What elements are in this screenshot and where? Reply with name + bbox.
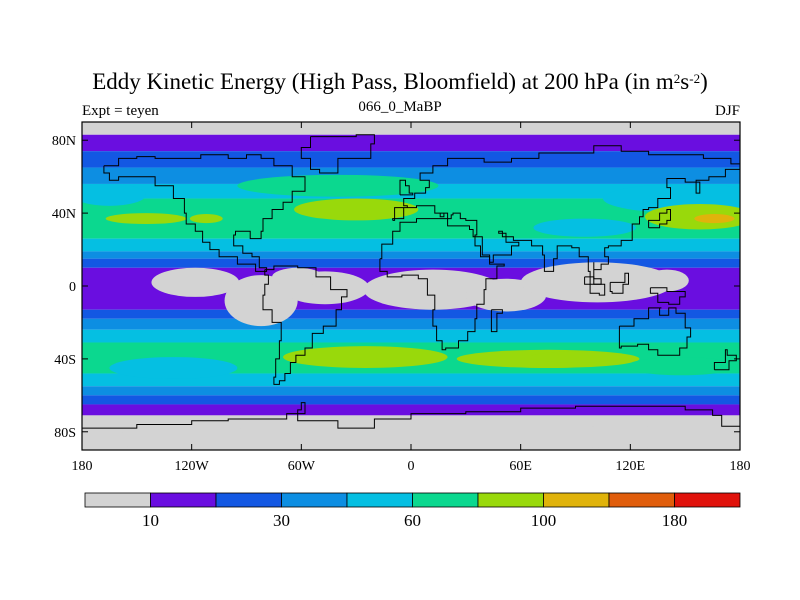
x-tick-label: 120E xyxy=(616,459,646,474)
colorbar-swatch xyxy=(281,492,348,508)
field-contour-region xyxy=(105,213,187,225)
coastline xyxy=(618,307,692,356)
colorbar: 10 30 60 100 180 xyxy=(84,492,741,530)
chart-title: Eddy Kinetic Energy (High Pass, Bloomfie… xyxy=(92,69,708,94)
field-contour-region xyxy=(283,346,448,369)
coastline xyxy=(584,276,606,296)
coastline xyxy=(609,272,629,294)
season-label: DJF xyxy=(714,103,740,119)
x-tick-label: 180 xyxy=(730,459,751,474)
field-band xyxy=(82,329,740,343)
field-band xyxy=(82,386,740,396)
map-field xyxy=(82,122,740,450)
field-contour-region xyxy=(109,357,238,379)
field-contour-region xyxy=(644,204,740,230)
x-tick-label: 120W xyxy=(175,459,210,474)
coastline xyxy=(649,287,686,305)
field-band xyxy=(82,258,740,268)
coastline xyxy=(379,218,505,351)
field-band xyxy=(82,151,740,168)
coastline xyxy=(82,402,740,429)
colorbar-swatch xyxy=(346,492,413,508)
coastline xyxy=(648,209,671,229)
y-tick-label: 0 xyxy=(69,280,76,295)
field-band xyxy=(82,309,740,319)
field-band xyxy=(82,134,740,152)
field-contour-region xyxy=(100,428,320,450)
colorbar-swatch xyxy=(412,492,479,508)
field-contour-region xyxy=(294,198,419,221)
continent-outlines xyxy=(82,134,740,429)
field-contour-region xyxy=(237,174,439,197)
field-contour-region xyxy=(626,357,737,376)
field-contour-region xyxy=(694,214,735,224)
colorbar-swatch xyxy=(215,492,282,508)
field-band xyxy=(82,122,740,135)
y-tick-label: 80S xyxy=(54,426,76,441)
field-contour-region xyxy=(533,218,636,237)
colorbar-label: 30 xyxy=(273,511,290,530)
field-contour-region xyxy=(529,351,622,363)
field-band xyxy=(82,373,740,387)
colorbar-swatch xyxy=(608,492,675,508)
y-tick-label: 40S xyxy=(54,353,76,368)
field-contour-region xyxy=(224,275,298,327)
field-band xyxy=(82,167,740,184)
coastline xyxy=(103,154,306,272)
x-tick-label: 180 xyxy=(72,459,93,474)
coastline xyxy=(392,145,740,285)
colorbar-swatch xyxy=(477,492,544,508)
colorbar-label: 60 xyxy=(404,511,421,530)
field-contour-region xyxy=(272,267,324,286)
axis-ticks: 180 120W 60W 0 60E 120E 180 80N 40N 0 40S 80S xyxy=(52,122,751,474)
field-contour-region xyxy=(82,183,146,206)
coastline xyxy=(490,309,503,333)
x-tick-label: 60E xyxy=(509,459,532,474)
field-band xyxy=(82,251,740,259)
colorbar-label: 180 xyxy=(662,511,688,530)
x-tick-label: 0 xyxy=(408,459,415,474)
experiment-label: Expt = teyen xyxy=(82,103,159,119)
coastline xyxy=(399,179,414,196)
field-contour-region xyxy=(644,269,689,292)
y-tick-label: 80N xyxy=(52,134,76,149)
field-band xyxy=(82,395,740,405)
colorbar-swatch xyxy=(674,492,741,508)
field-band xyxy=(82,238,740,252)
field-contour-region xyxy=(511,426,731,449)
field-contour-region xyxy=(82,422,114,441)
colorbar-swatch xyxy=(84,492,151,508)
y-tick-label: 40N xyxy=(52,207,76,222)
coastline xyxy=(713,349,737,371)
field-contour-region xyxy=(520,262,675,303)
field-contour-region xyxy=(151,267,240,297)
field-band xyxy=(82,404,740,416)
coastline xyxy=(262,265,348,385)
colorbar-label: 10 xyxy=(142,511,159,530)
colorbar-swatch xyxy=(543,492,610,508)
x-tick-label: 60W xyxy=(288,459,316,474)
field-contour-region xyxy=(189,214,223,224)
colorbar-swatch xyxy=(150,492,217,508)
coastline xyxy=(300,134,375,174)
case-label: 066_0_MaBP xyxy=(358,99,442,115)
colorbar-label: 100 xyxy=(531,511,557,530)
field-band xyxy=(82,318,740,330)
